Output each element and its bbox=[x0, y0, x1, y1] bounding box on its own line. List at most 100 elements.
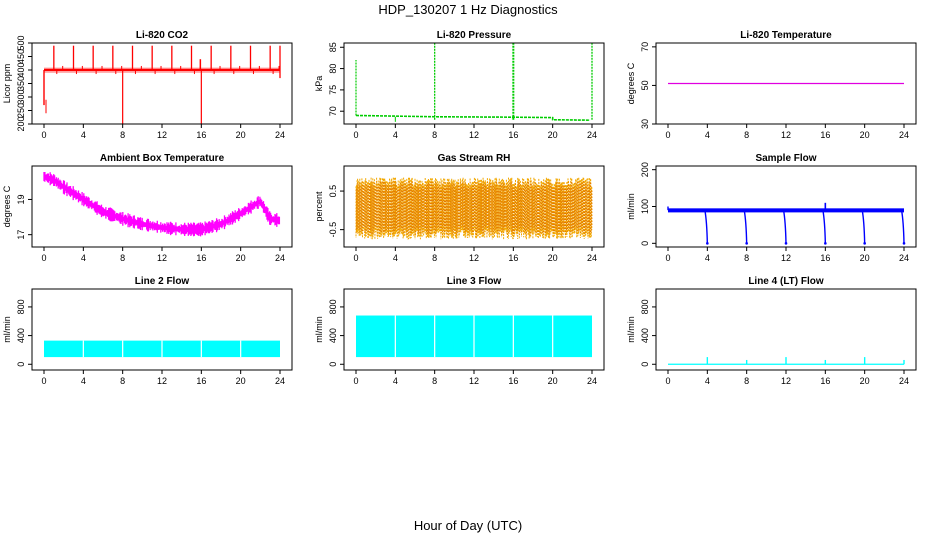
y-axis-label: ml/min bbox=[2, 316, 12, 343]
x-tick-label: 0 bbox=[41, 376, 46, 386]
panel-sample: Sample Flow ml/min 0 4 8 12 16 20 24 0 100 200 bbox=[626, 153, 917, 263]
y-tick-label: 800 bbox=[16, 299, 26, 314]
x-tick-label: 0 bbox=[41, 253, 46, 263]
panel-ambient: Ambient Box Temperature degrees C 0 4 8 12 16 2… bbox=[2, 153, 293, 263]
x-tick-label: 16 bbox=[508, 253, 518, 263]
x-tick-label: 8 bbox=[744, 130, 749, 140]
y-tick-label: 400 bbox=[16, 62, 26, 77]
data-layer bbox=[667, 202, 906, 245]
series-point bbox=[824, 242, 827, 245]
data-layer bbox=[668, 357, 905, 365]
data-layer bbox=[43, 45, 281, 124]
y-tick-label: 800 bbox=[328, 299, 338, 314]
y-axis-label: Licor ppm bbox=[2, 64, 12, 104]
y-tick-label: 200 bbox=[16, 116, 26, 131]
figure-title: HDP_130207 1 Hz Diagnostics bbox=[378, 2, 558, 17]
x-tick-label: 24 bbox=[899, 130, 909, 140]
data-layer bbox=[44, 340, 280, 358]
y-tick-label: 800 bbox=[640, 299, 650, 314]
y-axis-label: percent bbox=[314, 191, 324, 222]
y-tick-label: 85 bbox=[328, 42, 338, 52]
x-tick-label: 8 bbox=[120, 130, 125, 140]
x-tick-label: 12 bbox=[781, 253, 791, 263]
x-tick-label: 0 bbox=[353, 376, 358, 386]
series-envelope bbox=[43, 172, 281, 237]
data-layer bbox=[355, 43, 593, 122]
y-tick-label: 0.5 bbox=[328, 185, 338, 198]
x-tick-label: 12 bbox=[469, 130, 479, 140]
y-axis-label: degrees C bbox=[626, 62, 636, 104]
x-tick-label: 24 bbox=[275, 376, 285, 386]
x-tick-label: 20 bbox=[860, 253, 870, 263]
x-tick-label: 12 bbox=[469, 253, 479, 263]
x-tick-label: 16 bbox=[820, 130, 830, 140]
panel-title: Li-820 Pressure bbox=[437, 30, 512, 41]
x-tick-label: 16 bbox=[820, 253, 830, 263]
x-tick-label: 8 bbox=[744, 253, 749, 263]
y-tick-label: 17 bbox=[16, 230, 26, 240]
series-noise bbox=[355, 181, 593, 236]
x-tick-label: 24 bbox=[275, 253, 285, 263]
y-axis-label: ml/min bbox=[626, 193, 636, 220]
series-line bbox=[355, 114, 591, 121]
x-tick-label: 0 bbox=[353, 130, 358, 140]
panel-title: Li-820 CO2 bbox=[136, 30, 189, 41]
series-point bbox=[706, 242, 709, 245]
series-point bbox=[902, 242, 906, 245]
y-tick-label: 19 bbox=[16, 194, 26, 204]
y-tick-label: 400 bbox=[328, 328, 338, 343]
panel-rh: Gas Stream RH percent 0 4 8 12 16 20 24 -0.5 0.5 bbox=[314, 153, 605, 263]
y-tick-label: 0 bbox=[640, 362, 650, 367]
panel-title: Line 4 (LT) Flow bbox=[748, 276, 824, 287]
series-point bbox=[863, 242, 866, 245]
y-tick-label: 250 bbox=[16, 103, 26, 118]
x-tick-label: 8 bbox=[120, 376, 125, 386]
x-tick-label: 4 bbox=[81, 376, 86, 386]
x-tick-label: 16 bbox=[508, 130, 518, 140]
x-tick-label: 0 bbox=[665, 376, 670, 386]
x-tick-label: 4 bbox=[393, 253, 398, 263]
data-layer bbox=[43, 172, 281, 237]
x-tick-label: 20 bbox=[548, 253, 558, 263]
y-tick-label: 400 bbox=[16, 328, 26, 343]
panel-title: Sample Flow bbox=[755, 153, 816, 164]
y-axis-label: kPa bbox=[314, 76, 324, 92]
x-tick-label: 24 bbox=[587, 130, 597, 140]
panel-title: Line 3 Flow bbox=[447, 276, 502, 287]
y-tick-label: 75 bbox=[328, 85, 338, 95]
panel-title: Line 2 Flow bbox=[135, 276, 190, 287]
y-tick-label: 0 bbox=[16, 362, 26, 367]
x-tick-label: 24 bbox=[899, 376, 909, 386]
panel-line3: Line 3 Flow ml/min 0 4 8 12 16 20 24 0 400 800 bbox=[314, 276, 605, 386]
x-tick-label: 16 bbox=[196, 376, 206, 386]
data-layer bbox=[356, 315, 592, 358]
plot-box bbox=[31, 42, 293, 125]
x-tick-label: 24 bbox=[587, 253, 597, 263]
x-tick-label: 24 bbox=[275, 130, 285, 140]
data-layer bbox=[355, 177, 593, 240]
y-tick-label: 70 bbox=[328, 106, 338, 116]
panel-title: Gas Stream RH bbox=[438, 153, 511, 164]
x-tick-label: 16 bbox=[196, 130, 206, 140]
y-tick-label: 0 bbox=[640, 241, 650, 246]
x-tick-label: 20 bbox=[860, 376, 870, 386]
panel-co2: Li-820 CO2 Licor ppm 0 4 8 12 16 20 24 2002503003… bbox=[2, 30, 293, 140]
y-tick-label: -0.5 bbox=[328, 222, 338, 238]
y-tick-label: 100 bbox=[640, 199, 650, 214]
y-tick-label: 300 bbox=[16, 89, 26, 104]
x-tick-label: 4 bbox=[81, 130, 86, 140]
series-point bbox=[784, 242, 788, 245]
x-tick-label: 4 bbox=[393, 376, 398, 386]
x-tick-label: 12 bbox=[157, 376, 167, 386]
x-tick-label: 20 bbox=[548, 376, 558, 386]
panel-pressure: Li-820 Pressure kPa 0 4 8 12 16 20 24 70 75 80 85 bbox=[314, 30, 605, 140]
y-axis-label: ml/min bbox=[314, 316, 324, 343]
y-tick-label: 0 bbox=[328, 362, 338, 367]
x-tick-label: 20 bbox=[236, 253, 246, 263]
x-tick-label: 12 bbox=[157, 130, 167, 140]
x-tick-label: 8 bbox=[120, 253, 125, 263]
x-tick-label: 12 bbox=[781, 130, 791, 140]
x-tick-label: 4 bbox=[705, 253, 710, 263]
